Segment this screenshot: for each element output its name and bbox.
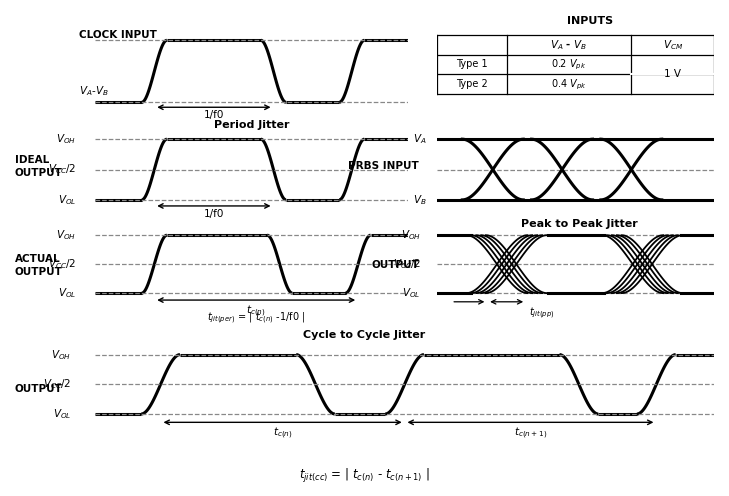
Text: Type 2: Type 2 bbox=[456, 79, 488, 89]
Text: $V_{OH}$: $V_{OH}$ bbox=[401, 228, 421, 242]
Text: $V_A$ - $V_B$: $V_A$ - $V_B$ bbox=[550, 38, 588, 52]
Text: $t_{c(n+1)}$: $t_{c(n+1)}$ bbox=[514, 426, 547, 441]
Text: $t_{c(n)}$: $t_{c(n)}$ bbox=[273, 426, 292, 441]
Text: 0.2 $V_{pk}$: 0.2 $V_{pk}$ bbox=[551, 57, 587, 72]
Text: 1 V: 1 V bbox=[664, 69, 682, 79]
Text: Cycle to Cycle Jitter: Cycle to Cycle Jitter bbox=[303, 330, 426, 340]
Text: $V_{OL}$: $V_{OL}$ bbox=[58, 286, 76, 300]
Text: $V_{OL}$: $V_{OL}$ bbox=[402, 286, 421, 300]
Text: OUTPUT: OUTPUT bbox=[371, 260, 419, 270]
Text: 1/f0: 1/f0 bbox=[203, 110, 224, 121]
Text: $V_{OH}$: $V_{OH}$ bbox=[56, 132, 76, 146]
Text: $V_{CC}/2$: $V_{CC}/2$ bbox=[48, 257, 76, 271]
Text: $V_{OH}$: $V_{OH}$ bbox=[56, 228, 76, 242]
Text: Peak to Peak Jitter: Peak to Peak Jitter bbox=[521, 219, 638, 229]
Text: $V_{CC}/2$: $V_{CC}/2$ bbox=[393, 257, 421, 271]
Text: $V_{CM}$: $V_{CM}$ bbox=[663, 38, 683, 52]
Text: $t_{jit(pp)}$: $t_{jit(pp)}$ bbox=[529, 306, 555, 321]
Text: CLOCK INPUT: CLOCK INPUT bbox=[79, 30, 157, 40]
Text: $t_{jit(per)}$ = | $t_{c(n)}$ -1/f0 |: $t_{jit(per)}$ = | $t_{c(n)}$ -1/f0 | bbox=[207, 310, 305, 326]
Text: $V_{OL}$: $V_{OL}$ bbox=[58, 193, 76, 207]
Text: $V_A$-$V_B$: $V_A$-$V_B$ bbox=[79, 84, 109, 98]
Text: PRBS INPUT: PRBS INPUT bbox=[348, 161, 419, 171]
Text: IDEAL
OUTPUT: IDEAL OUTPUT bbox=[15, 155, 63, 178]
Text: $V_{OH}$: $V_{OH}$ bbox=[52, 348, 71, 362]
Text: $V_{OL}$: $V_{OL}$ bbox=[53, 407, 71, 421]
Text: 0.4 $V_{pk}$: 0.4 $V_{pk}$ bbox=[551, 77, 587, 92]
Text: $V_{CC}/2$: $V_{CC}/2$ bbox=[43, 377, 71, 391]
Text: INPUTS: INPUTS bbox=[566, 16, 613, 26]
Text: $V_B$: $V_B$ bbox=[413, 193, 426, 207]
Text: $t_{jit(cc)}$ = | $t_{c(n)}$ - $t_{c(n+1)}$ |: $t_{jit(cc)}$ = | $t_{c(n)}$ - $t_{c(n+1… bbox=[299, 467, 430, 485]
Text: Period Jitter: Period Jitter bbox=[214, 120, 289, 130]
Text: $t_{c(n)}$: $t_{c(n)}$ bbox=[246, 304, 266, 319]
Text: Type 1: Type 1 bbox=[456, 60, 488, 69]
Text: $V_{CC}/2$: $V_{CC}/2$ bbox=[48, 163, 76, 177]
Text: OUTPUT: OUTPUT bbox=[15, 384, 63, 394]
Text: ACTUAL
OUTPUT: ACTUAL OUTPUT bbox=[15, 254, 63, 277]
Text: $V_A$: $V_A$ bbox=[413, 132, 426, 146]
Text: 1/f0: 1/f0 bbox=[203, 209, 224, 219]
